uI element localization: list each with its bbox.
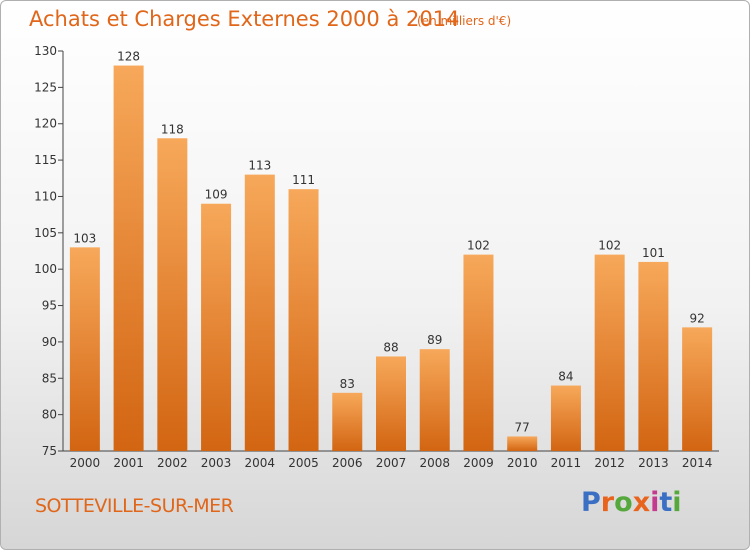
logo-letter: o bbox=[614, 487, 633, 518]
data-label: 103 bbox=[73, 231, 96, 245]
y-tick-label: 100 bbox=[34, 262, 57, 276]
x-tick-label: 2007 bbox=[376, 456, 407, 470]
data-label: 88 bbox=[383, 340, 398, 354]
y-tick-label: 125 bbox=[34, 80, 57, 94]
x-tick-label: 2014 bbox=[682, 456, 713, 470]
x-tick-label: 2000 bbox=[70, 456, 101, 470]
y-tick-label: 90 bbox=[42, 335, 57, 349]
y-tick-label: 110 bbox=[34, 189, 57, 203]
bar bbox=[157, 138, 188, 452]
bar bbox=[463, 254, 494, 451]
logo-letter: x bbox=[632, 487, 651, 518]
bar bbox=[288, 189, 319, 451]
x-tick-label: 2004 bbox=[245, 456, 276, 470]
data-label: 102 bbox=[467, 239, 490, 253]
x-tick-label: 2002 bbox=[157, 456, 188, 470]
x-tick-label: 2008 bbox=[419, 456, 450, 470]
data-label: 89 bbox=[427, 333, 442, 347]
x-tick-label: 2012 bbox=[594, 456, 625, 470]
logo-letter: P bbox=[581, 487, 601, 518]
bar bbox=[419, 349, 450, 451]
data-label: 102 bbox=[598, 239, 621, 253]
data-label: 118 bbox=[161, 122, 184, 136]
logo-letter: i bbox=[672, 487, 682, 518]
data-label: 128 bbox=[117, 50, 140, 64]
bar bbox=[113, 65, 144, 451]
bar bbox=[244, 174, 275, 452]
x-tick-label: 2006 bbox=[332, 456, 363, 470]
data-label: 84 bbox=[558, 370, 573, 384]
logo-letter: r bbox=[600, 487, 615, 518]
logo-letter: t bbox=[659, 487, 673, 518]
bar bbox=[507, 436, 538, 451]
logo-letter: i bbox=[650, 487, 660, 518]
x-tick-label: 2005 bbox=[288, 456, 319, 470]
y-tick-label: 80 bbox=[42, 408, 57, 422]
x-tick-label: 2011 bbox=[551, 456, 582, 470]
location-label: SOTTEVILLE-SUR-MER bbox=[35, 495, 234, 517]
y-tick-label: 105 bbox=[34, 226, 57, 240]
data-label: 101 bbox=[642, 246, 665, 260]
x-tick-label: 2013 bbox=[638, 456, 669, 470]
chart-title: Achats et Charges Externes 2000 à 2014 bbox=[29, 7, 460, 31]
bar bbox=[594, 254, 625, 451]
y-tick-label: 75 bbox=[42, 444, 57, 458]
x-tick-label: 2003 bbox=[201, 456, 232, 470]
y-tick-label: 130 bbox=[34, 44, 57, 58]
x-tick-label: 2009 bbox=[463, 456, 494, 470]
data-label: 83 bbox=[340, 377, 355, 391]
x-tick-label: 2010 bbox=[507, 456, 538, 470]
data-label: 92 bbox=[689, 311, 704, 325]
data-label: 111 bbox=[292, 173, 315, 187]
data-label: 109 bbox=[205, 188, 228, 202]
x-tick-label: 2001 bbox=[113, 456, 144, 470]
proxiti-logo: Proxiti bbox=[581, 487, 682, 518]
bar bbox=[201, 203, 232, 451]
y-tick-label: 85 bbox=[42, 371, 57, 385]
y-tick-label: 95 bbox=[42, 299, 57, 313]
data-label: 77 bbox=[515, 420, 530, 434]
bar bbox=[550, 385, 581, 451]
bar bbox=[69, 247, 100, 451]
y-tick-label: 120 bbox=[34, 117, 57, 131]
bar bbox=[332, 392, 363, 451]
data-label: 113 bbox=[248, 159, 271, 173]
unit-note: (en milliers d'€) bbox=[417, 14, 512, 28]
bar bbox=[638, 261, 669, 451]
bar bbox=[376, 356, 406, 451]
y-tick-label: 115 bbox=[34, 153, 57, 167]
bar bbox=[682, 327, 713, 451]
